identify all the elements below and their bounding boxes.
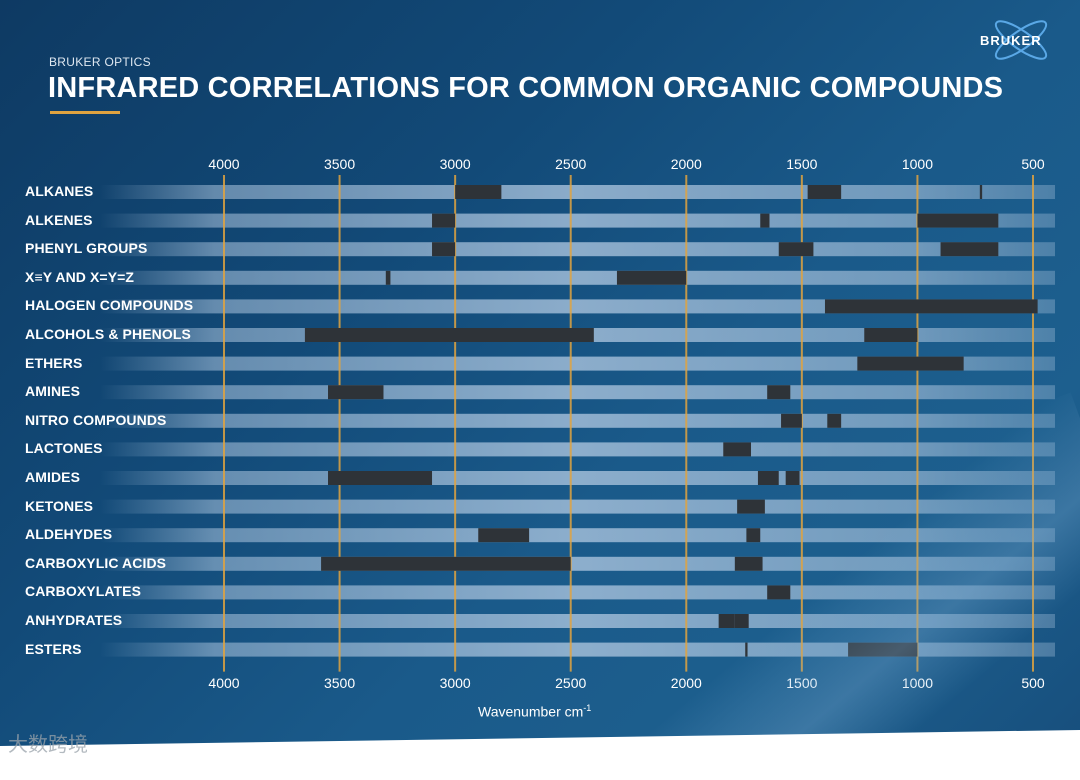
absorption-band — [778, 242, 814, 257]
row-track — [100, 471, 1055, 485]
absorption-band — [737, 499, 765, 514]
absorption-band — [304, 328, 594, 342]
row-label: ESTERS — [25, 640, 82, 657]
absorption-band — [767, 385, 791, 400]
tick-label-top: 2000 — [671, 156, 702, 172]
row-track — [100, 614, 1055, 628]
row-label: ALKANES — [25, 183, 94, 199]
row-label: ALKENES — [25, 211, 93, 228]
row-label: HALOGEN COMPOUNDS — [25, 297, 194, 314]
row-track — [100, 528, 1055, 543]
absorption-band — [616, 270, 687, 285]
absorption-band — [385, 270, 391, 285]
absorption-band — [940, 242, 999, 257]
row-label: ALDEHYDES — [25, 526, 113, 543]
row-track — [100, 213, 1055, 228]
row-track — [100, 413, 1055, 428]
absorption-band — [321, 556, 571, 571]
absorption-band — [478, 528, 530, 543]
absorption-band — [767, 585, 791, 600]
row-label: AMINES — [25, 383, 81, 400]
row-label: AMIDES — [25, 469, 81, 485]
absorption-band — [760, 213, 770, 228]
ir-correlation-chart: 4000 4000 3500 3500 3000 3000 2500 2500 2000 2000… — [100, 156, 1055, 691]
absorption-band — [757, 471, 779, 485]
bottom-wedge — [0, 730, 1080, 780]
absorption-band — [781, 413, 802, 428]
tick-label-bottom: 2500 — [555, 675, 586, 691]
bruker-logo-icon — [994, 20, 1048, 60]
absorption-band — [827, 413, 842, 428]
absorption-band — [718, 614, 735, 628]
absorption-band — [328, 385, 384, 400]
absorption-band — [723, 442, 752, 457]
row-label: ETHERS — [25, 354, 83, 371]
absorption-band — [917, 213, 999, 228]
absorption-band — [864, 328, 918, 342]
tick-label-bottom: 1500 — [786, 675, 817, 691]
tick-label-top: 1000 — [902, 156, 933, 172]
tick-label-top: 2500 — [555, 156, 586, 172]
absorption-band — [848, 642, 918, 657]
tick-label-top: 3000 — [440, 156, 471, 172]
absorption-band — [328, 471, 433, 485]
absorption-band — [734, 614, 749, 628]
absorption-band — [455, 185, 502, 199]
absorption-band — [857, 356, 964, 371]
row-label: CARBOXYLATES — [25, 583, 142, 600]
absorption-band — [734, 556, 763, 571]
page-title: INFRARED CORRELATIONS FOR COMMON ORGANIC… — [48, 72, 1004, 104]
absorption-band — [746, 528, 761, 543]
row-track — [100, 585, 1055, 600]
absorption-band — [432, 242, 456, 257]
row-track — [100, 556, 1055, 571]
tick-label-top: 1500 — [786, 156, 817, 172]
row-label: CARBOXYLIC ACIDS — [25, 554, 167, 571]
tick-label-bottom: 1000 — [902, 675, 933, 691]
row-label: NITRO COMPOUNDS — [25, 411, 167, 428]
absorption-band — [745, 642, 748, 657]
row-track — [100, 242, 1055, 257]
row-label: KETONES — [25, 497, 94, 514]
row-track — [100, 270, 1055, 285]
tick-label-bottom: 4000 — [208, 675, 239, 691]
absorption-band — [807, 185, 842, 199]
logo-text: BRUKER — [980, 33, 1042, 48]
row-track — [100, 385, 1055, 400]
row-track — [100, 499, 1055, 514]
poster-background: BRUKER OPTICS INFRARED CORRELATIONS FOR … — [0, 0, 1080, 746]
row-label: ALCOHOLS & PHENOLS — [25, 326, 191, 342]
row-label: LACTONES — [25, 440, 103, 457]
tick-label-bottom: 2000 — [671, 675, 702, 691]
row-label: PHENYL GROUPS — [25, 240, 148, 257]
absorption-band — [979, 185, 983, 199]
absorption-band — [785, 471, 800, 485]
tick-label-top: 4000 — [208, 156, 239, 172]
tick-label-bottom: 500 — [1021, 675, 1045, 691]
brand-label: BRUKER OPTICS — [49, 55, 151, 69]
row-track — [100, 185, 1055, 199]
absorption-band — [824, 299, 1038, 314]
watermark-text: 大数跨境 — [8, 734, 88, 756]
tick-label-top: 500 — [1021, 156, 1045, 172]
row-track — [100, 442, 1055, 457]
tick-label-bottom: 3500 — [324, 675, 355, 691]
row-label: X≡Y AND X=Y=Z — [25, 268, 135, 285]
tick-label-top: 3500 — [324, 156, 355, 172]
row-label: ANHYDRATES — [25, 612, 123, 628]
tick-label-bottom: 3000 — [440, 675, 471, 691]
title-underline — [50, 111, 120, 114]
absorption-band — [432, 213, 456, 228]
row-track — [100, 642, 1055, 657]
